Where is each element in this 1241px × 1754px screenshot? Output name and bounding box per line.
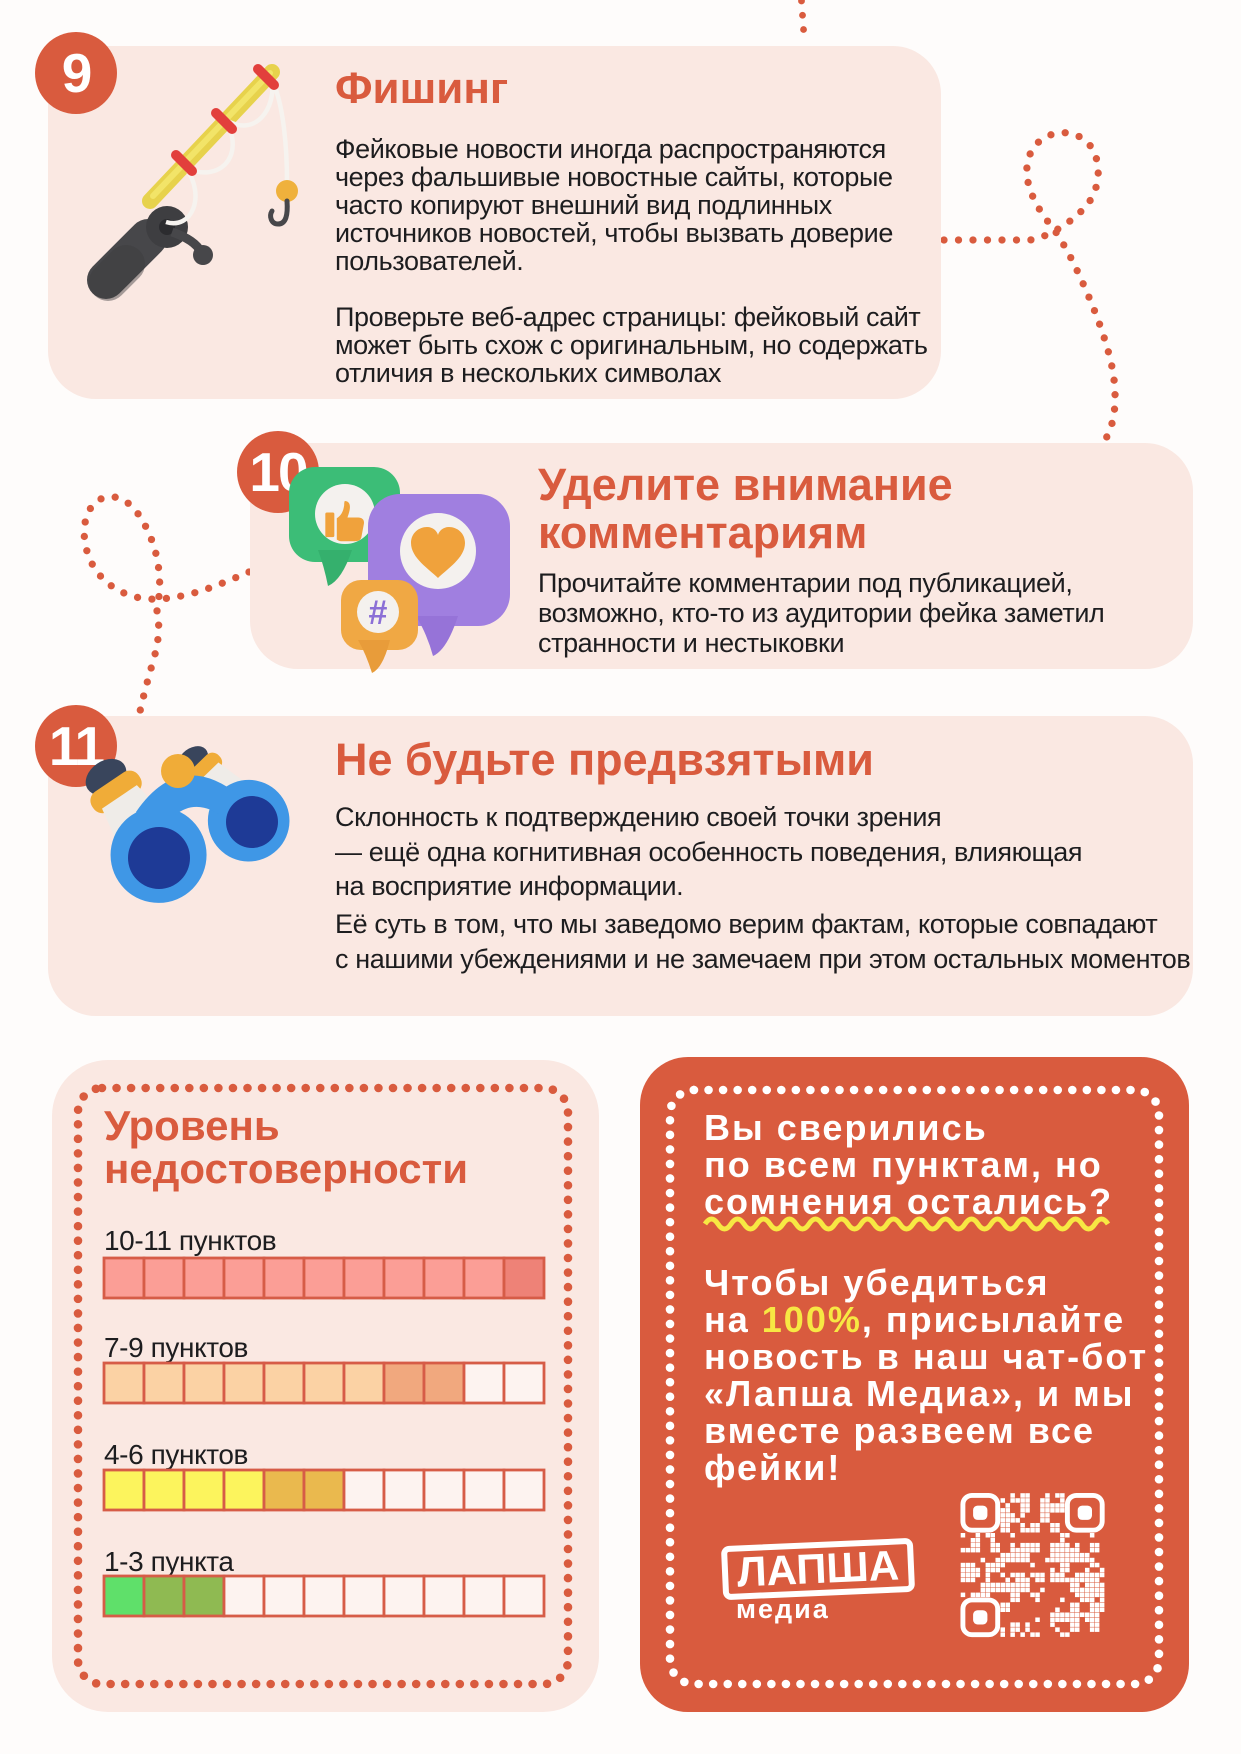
svg-text:#: #: [369, 594, 388, 632]
